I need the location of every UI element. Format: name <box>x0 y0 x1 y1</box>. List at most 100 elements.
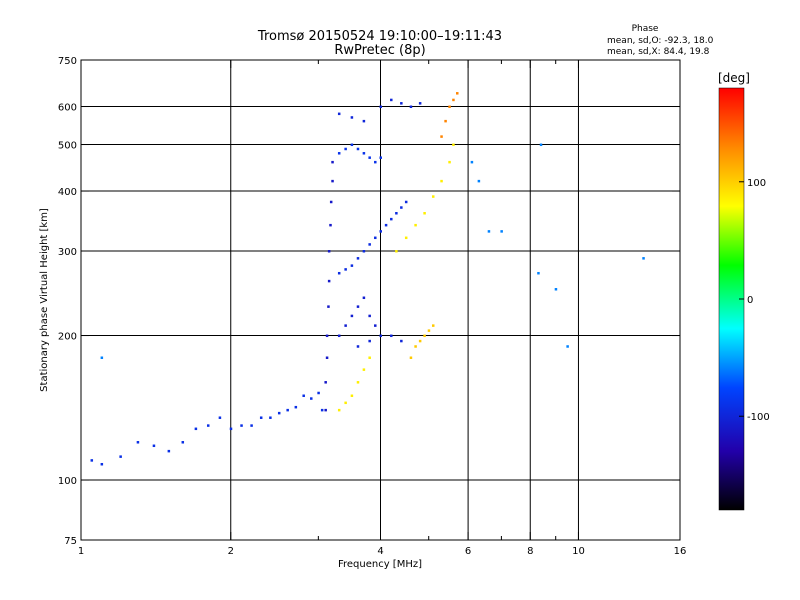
data-point <box>327 305 330 308</box>
data-point <box>400 102 403 105</box>
data-point <box>500 230 503 233</box>
data-point <box>337 112 341 116</box>
x-tick-label: 6 <box>465 546 471 557</box>
chart-title: Tromsø 20150524 19:10:00–19:11:43 <box>257 29 502 44</box>
data-point <box>344 147 347 151</box>
x-axis-label: Frequency [MHz] <box>338 559 422 570</box>
data-point <box>566 345 569 348</box>
y-tick-label: 600 <box>58 103 77 114</box>
data-point <box>456 92 459 95</box>
data-point <box>206 424 210 427</box>
data-point <box>374 160 377 164</box>
data-point <box>487 230 491 233</box>
data-point <box>350 394 354 398</box>
y-tick-label: 500 <box>58 141 77 152</box>
data-point <box>414 223 417 227</box>
data-point <box>344 268 347 271</box>
data-point <box>286 408 289 412</box>
data-point <box>427 329 431 332</box>
data-point <box>362 152 366 155</box>
data-point <box>368 339 371 343</box>
data-point <box>337 408 341 412</box>
data-point <box>444 119 447 123</box>
data-point <box>431 324 435 327</box>
data-point <box>379 156 382 159</box>
data-point <box>324 408 327 412</box>
data-point <box>136 441 140 444</box>
legend-line-x: mean, sd,X: 84.4, 19.8 <box>607 47 710 57</box>
x-tick-label: 10 <box>572 546 585 557</box>
data-point <box>90 459 94 462</box>
data-point <box>194 427 198 431</box>
data-point <box>362 296 366 300</box>
data-point <box>350 264 354 267</box>
data-point <box>390 334 393 338</box>
colorbar-tick-label: 100 <box>747 178 766 189</box>
data-point <box>317 391 320 395</box>
data-point <box>642 257 645 260</box>
data-point <box>356 257 360 260</box>
y-tick-label: 200 <box>58 332 77 343</box>
y-tick-label: 300 <box>58 247 77 258</box>
data-point <box>379 334 382 338</box>
data-point <box>356 381 360 384</box>
data-point <box>350 314 354 318</box>
data-point <box>539 143 543 147</box>
data-point <box>356 147 360 151</box>
data-point <box>362 119 366 123</box>
data-point <box>327 250 331 253</box>
y-axis-label: Stationary phase Virtual Height [km] <box>39 208 50 392</box>
data-point <box>423 334 426 338</box>
data-point <box>404 200 408 204</box>
data-point <box>344 324 347 327</box>
data-point <box>400 339 403 343</box>
data-point <box>350 116 354 119</box>
data-point <box>302 394 305 398</box>
y-tick-label: 100 <box>58 476 77 487</box>
x-tick-label: 8 <box>527 546 533 557</box>
data-point <box>331 179 334 183</box>
data-point <box>329 200 333 204</box>
data-point <box>374 324 377 327</box>
data-point <box>390 98 393 102</box>
data-point <box>440 135 443 138</box>
y-tick-label: 75 <box>64 536 77 547</box>
data-point <box>384 223 388 227</box>
data-point <box>418 102 422 105</box>
data-point <box>362 368 366 371</box>
data-point <box>218 416 222 419</box>
data-point <box>452 98 455 102</box>
data-point <box>423 212 426 215</box>
data-point <box>310 397 313 400</box>
data-point <box>374 236 377 240</box>
data-point <box>477 179 481 183</box>
chart-subtitle: RwPretec (8p) <box>334 43 425 58</box>
colorbar-tick-label: -100 <box>747 412 770 423</box>
data-point <box>404 236 408 240</box>
data-point <box>362 250 366 253</box>
data-points <box>90 92 645 466</box>
data-point <box>229 427 233 431</box>
data-point <box>448 160 451 164</box>
legend-line-o: mean, sd,O: -92.3, 18.0 <box>607 36 714 46</box>
data-point <box>324 381 327 384</box>
data-point <box>329 223 332 227</box>
data-point <box>294 405 298 409</box>
data-point <box>181 441 185 444</box>
data-point <box>390 217 393 221</box>
data-point <box>325 334 329 338</box>
data-point <box>100 462 104 466</box>
data-point <box>379 230 382 233</box>
data-point <box>537 271 540 275</box>
data-point <box>337 271 341 275</box>
data-point <box>368 156 371 159</box>
data-point <box>368 314 371 318</box>
data-point <box>277 411 281 415</box>
data-point <box>331 160 334 164</box>
data-point <box>554 288 558 291</box>
y-axis: 75 100 200 300 400 500 600 750 <box>58 56 680 547</box>
x-tick-label: 4 <box>377 546 383 557</box>
data-point <box>431 195 435 198</box>
data-point <box>452 143 455 147</box>
data-point <box>440 179 443 183</box>
